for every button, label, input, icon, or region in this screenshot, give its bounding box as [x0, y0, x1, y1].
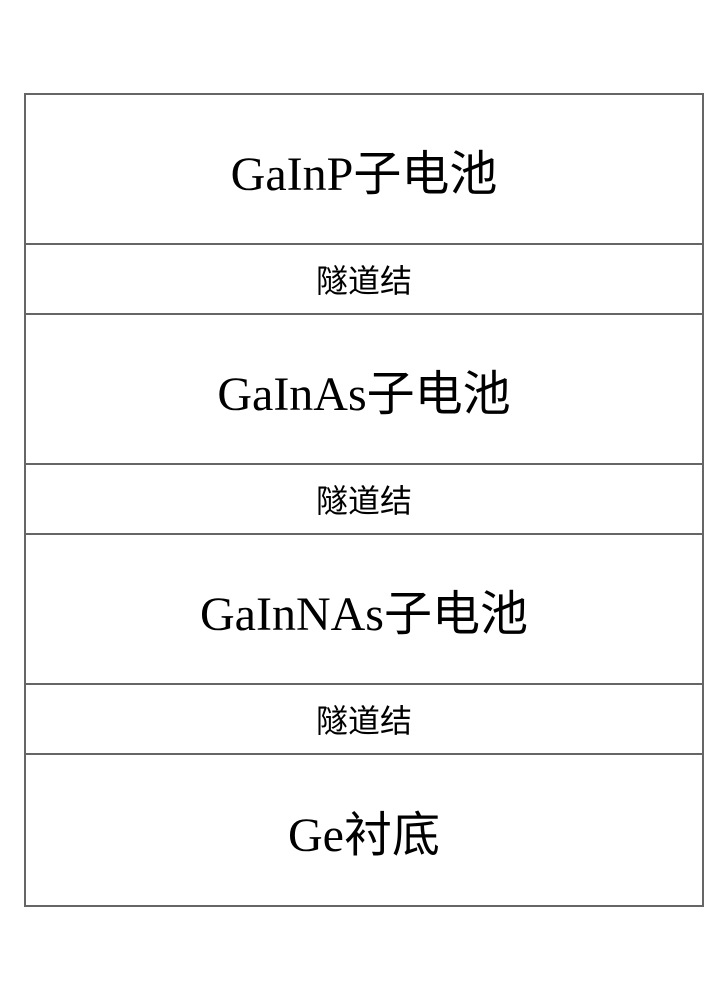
layer-tunnel-junction-1: 隧道结	[26, 245, 702, 315]
layer-ge-substrate: Ge衬底	[26, 755, 702, 905]
layer-gainas-subcell: GaInAs子电池	[26, 315, 702, 465]
layer-gainnas-subcell: GaInNAs子电池	[26, 535, 702, 685]
layer-label: GaInP子电池	[231, 134, 498, 204]
layer-label: GaInNAs子电池	[200, 574, 528, 644]
layer-gainp-subcell: GaInP子电池	[26, 95, 702, 245]
layer-label: 隧道结	[316, 256, 412, 302]
layer-tunnel-junction-3: 隧道结	[26, 685, 702, 755]
layer-label: GaInAs子电池	[217, 354, 510, 424]
layer-label: 隧道结	[316, 476, 412, 522]
layer-label: Ge衬底	[288, 795, 440, 865]
layer-tunnel-junction-2: 隧道结	[26, 465, 702, 535]
layer-label: 隧道结	[316, 696, 412, 742]
layer-stack-diagram: GaInP子电池 隧道结 GaInAs子电池 隧道结 GaInNAs子电池 隧道…	[24, 93, 704, 907]
